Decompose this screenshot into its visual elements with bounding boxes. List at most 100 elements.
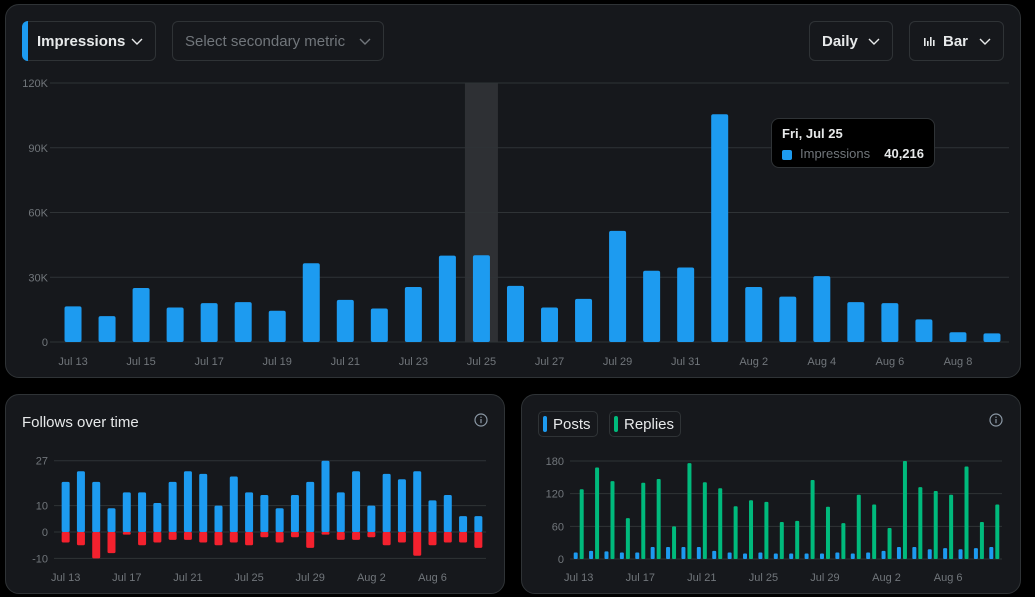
impressions-bar — [166, 307, 184, 342]
unfollows-bar — [275, 532, 284, 543]
posts-bar — [866, 552, 871, 559]
replies-legend-swatch — [614, 416, 618, 432]
unfollows-bar — [290, 532, 299, 538]
secondary-metric-dropdown[interactable]: Select secondary metric — [172, 21, 384, 61]
follows-bar — [153, 502, 162, 532]
impressions-bar — [609, 230, 627, 342]
replies-bar — [764, 501, 769, 559]
follows-bar — [92, 481, 101, 532]
posts-legend-label: Posts — [553, 415, 591, 433]
follows-bar — [183, 471, 192, 532]
impressions-bar — [200, 303, 218, 342]
impressions-bar — [949, 332, 967, 342]
posts-bar — [912, 547, 917, 559]
follows-bar — [168, 481, 177, 532]
x-tick-label: Aug 2 — [872, 572, 901, 584]
chevron-down-icon — [868, 38, 880, 45]
replies-bar — [795, 520, 800, 559]
impressions-bar — [983, 333, 1001, 342]
primary-metric-dropdown[interactable]: Impressions — [22, 21, 156, 61]
posts-bar — [758, 552, 763, 559]
unfollows-bar — [122, 532, 131, 535]
x-tick-label: Jul 19 — [263, 356, 292, 368]
unfollows-bar — [245, 532, 254, 546]
follows-bar — [107, 508, 116, 532]
info-icon[interactable] — [989, 413, 1003, 427]
posts-bar — [773, 553, 778, 559]
x-tick-label: Jul 25 — [749, 572, 778, 584]
replies-bar — [702, 482, 707, 559]
follows-bar — [397, 479, 406, 532]
x-tick-label: Jul 31 — [671, 356, 700, 368]
y-tick-label: 180 — [546, 456, 564, 468]
replies-bar — [810, 480, 815, 559]
unfollows-bar — [306, 532, 315, 548]
replies-bar — [825, 506, 830, 559]
posts-bar — [958, 549, 963, 559]
replies-bar — [779, 521, 784, 559]
unfollows-bar — [92, 532, 101, 559]
interval-dropdown[interactable]: Daily — [809, 21, 893, 61]
follows-bar — [260, 495, 269, 532]
x-tick-label: Jul 17 — [194, 356, 223, 368]
replies-bar — [718, 488, 723, 559]
impressions-bar — [336, 299, 354, 342]
unfollows-bar — [428, 532, 437, 546]
follows-bar — [245, 492, 254, 532]
posts-bar — [712, 550, 717, 559]
chevron-down-icon — [979, 38, 991, 45]
replies-bar — [579, 489, 584, 559]
posts-legend-toggle[interactable]: Posts — [538, 411, 598, 437]
y-tick-label: 27 — [36, 456, 48, 468]
unfollows-bar — [260, 532, 269, 538]
impressions-bar — [132, 288, 150, 342]
posts-bar — [989, 547, 994, 559]
unfollows-bar — [153, 532, 162, 543]
unfollows-bar — [382, 532, 391, 546]
replies-bar — [641, 482, 646, 559]
posts-bar — [881, 550, 886, 559]
replies-bar — [841, 523, 846, 559]
follows-bar — [336, 492, 345, 532]
impressions-bar — [541, 307, 559, 342]
follows-bar — [474, 516, 483, 532]
replies-bar — [610, 481, 615, 559]
posts-bar — [789, 553, 794, 559]
impressions-bar — [64, 306, 82, 342]
replies-bar — [733, 506, 738, 559]
unfollows-bar — [367, 532, 376, 538]
follows-bar — [306, 481, 315, 532]
replies-bar — [856, 494, 861, 559]
impressions-bar — [302, 263, 320, 342]
unfollows-bar — [352, 532, 361, 540]
impressions-chart: 0 30K 60K 90K 120K Jul 13 Jul 15 Jul 17 Jul 19 Ju… — [22, 78, 1009, 368]
x-tick-label: Jul 25 — [234, 572, 263, 584]
chevron-down-icon — [131, 38, 143, 45]
unfollows-bar — [61, 532, 70, 543]
x-tick-label: Jul 13 — [58, 356, 87, 368]
follows-bar — [61, 481, 70, 532]
replies-bar — [656, 478, 661, 559]
unfollows-bar — [168, 532, 177, 540]
bar-chart-icon — [924, 37, 935, 46]
x-tick-label: Jul 13 — [564, 572, 593, 584]
chart-type-dropdown[interactable]: Bar — [909, 21, 1004, 61]
unfollows-bar — [214, 532, 223, 546]
posts-bar — [619, 552, 624, 559]
chart-type-label: Bar — [943, 32, 969, 50]
replies-bar — [995, 504, 1000, 559]
impressions-bar — [915, 319, 933, 342]
impressions-bar — [472, 255, 490, 342]
unfollows-bar — [443, 532, 452, 543]
x-tick-label: Jul 29 — [296, 572, 325, 584]
replies-bar — [625, 518, 630, 559]
y-tick-label: 0 — [42, 337, 48, 349]
impressions-bar — [779, 296, 797, 342]
y-tick-label: 120K — [22, 78, 48, 90]
follows-bar — [428, 500, 437, 532]
primary-metric-label: Impressions — [37, 32, 126, 50]
info-icon[interactable] — [474, 413, 488, 427]
replies-bar — [918, 487, 923, 559]
replies-legend-toggle[interactable]: Replies — [609, 411, 682, 437]
replies-legend-label: Replies — [624, 415, 675, 433]
